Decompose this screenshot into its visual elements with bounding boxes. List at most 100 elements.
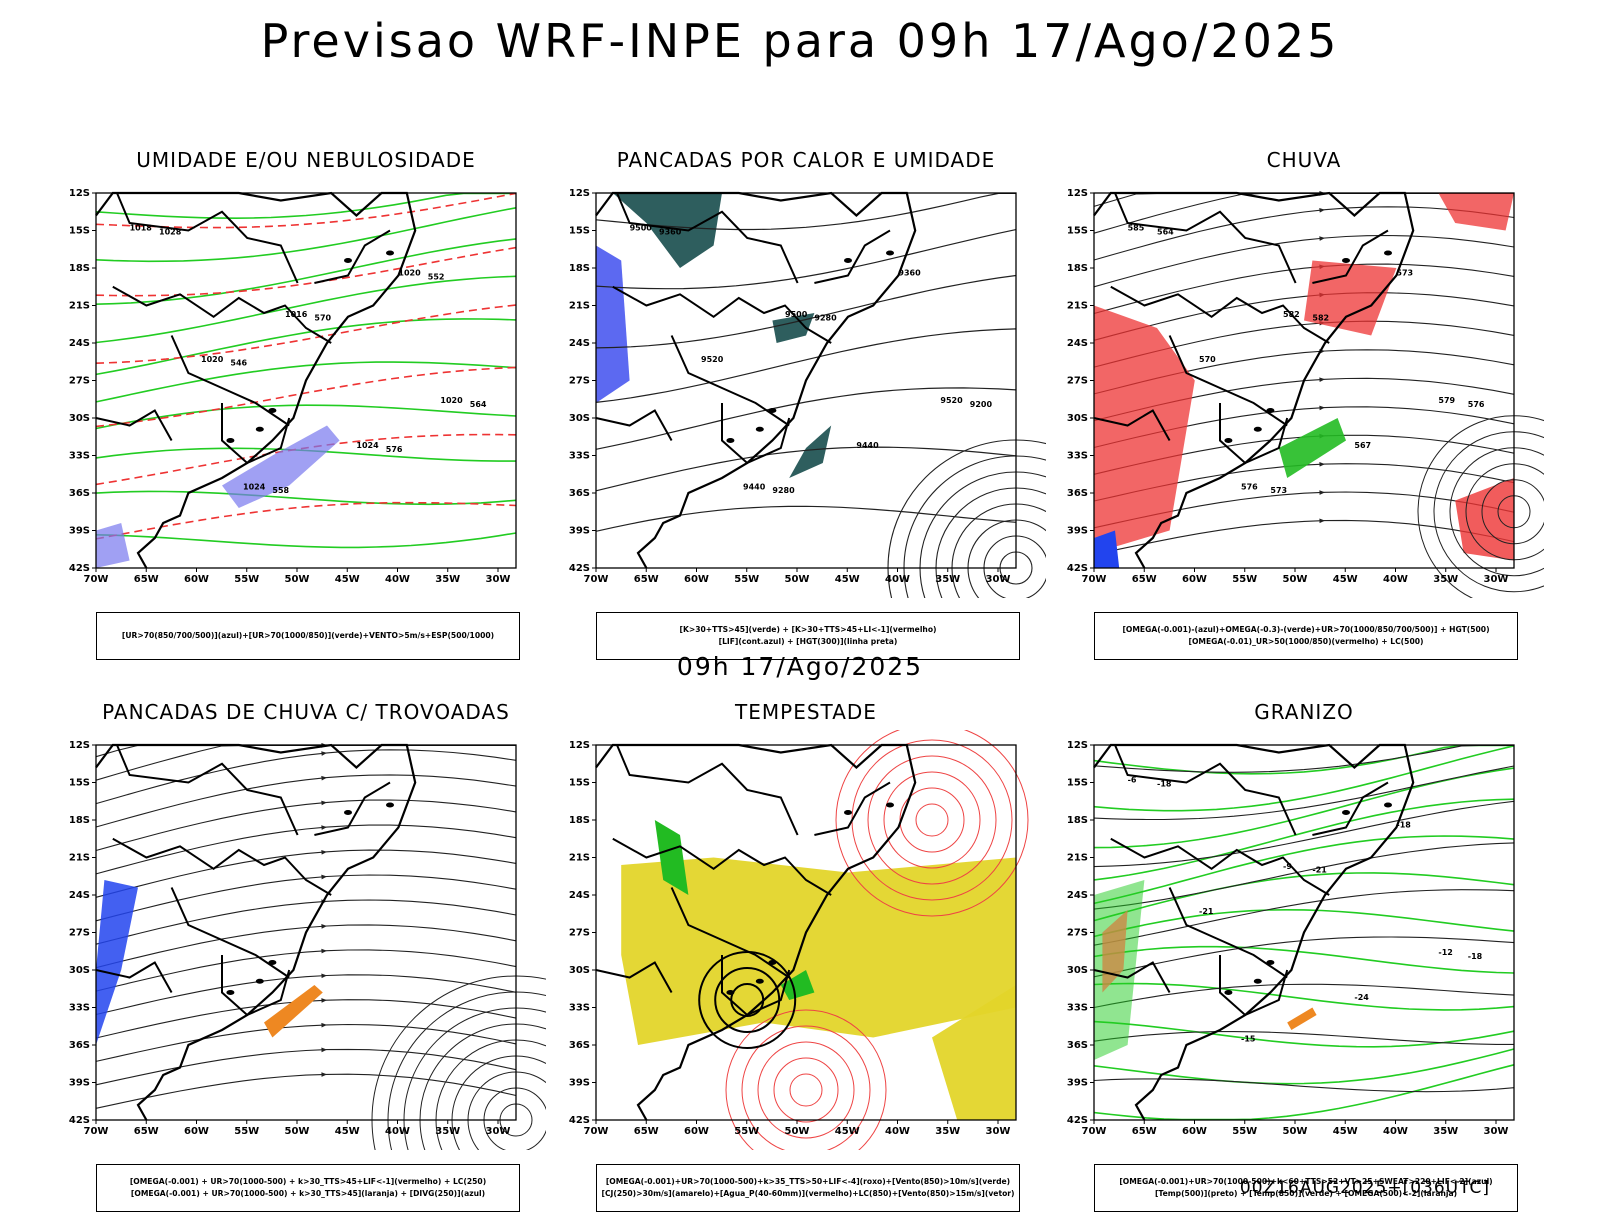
country-border (116, 192, 299, 284)
lat-tick-label: 39S (69, 1078, 90, 1089)
hgt300-contour (595, 446, 1017, 492)
lat-tick-label: 30S (1067, 965, 1088, 976)
country-border (95, 409, 173, 441)
lat-tick-label: 15S (569, 226, 590, 237)
lake (268, 960, 277, 965)
lat-tick-label: 33S (1067, 1003, 1088, 1014)
lon-tick-label: 35W (1433, 574, 1458, 585)
contour-label: 558 (272, 486, 289, 495)
hgt300-contour (595, 274, 1017, 349)
contour-label: 1016 (285, 310, 308, 319)
contour-label: 576 (386, 445, 403, 454)
lat-tick-label: 27S (569, 376, 590, 387)
country-border (170, 887, 290, 979)
lake (1342, 810, 1350, 815)
streamline-arrow (1319, 208, 1325, 213)
lake (1253, 426, 1262, 432)
lc250-streamline (95, 1048, 517, 1086)
lon-tick-label: 65W (134, 574, 159, 585)
temp500-contour (1093, 983, 1515, 1009)
lon-tick-label: 50W (1283, 574, 1308, 585)
temp850-contour (1093, 798, 1515, 881)
temp500-contour (1093, 1078, 1515, 1093)
country-border (1114, 744, 1297, 836)
humidity-contour (95, 318, 517, 376)
omega500-area (1102, 910, 1128, 993)
rain-area (1094, 305, 1195, 553)
country-border (1219, 955, 1289, 1017)
temp500-contour (1093, 765, 1515, 821)
lat-tick-label: 21S (1067, 853, 1088, 864)
humidity-contour (95, 207, 517, 263)
humidity-contour (95, 361, 517, 403)
hgt500-streamline (1093, 234, 1515, 288)
lake (755, 426, 764, 432)
panel-title: PANCADAS DE CHUVA C/ TROVOADAS (102, 700, 510, 724)
coastline (1093, 743, 1415, 1121)
streamline-arrow (321, 775, 327, 781)
contour-label: -21 (1199, 907, 1214, 916)
contour-label: 9440 (743, 482, 766, 491)
lat-tick-label: 39S (569, 526, 590, 537)
lon-tick-label: 65W (634, 1126, 659, 1137)
country-border (314, 781, 391, 836)
wind850-area (780, 970, 815, 1000)
temp500-contour (1093, 842, 1515, 910)
lat-tick-label: 39S (1067, 526, 1088, 537)
lon-tick-label: 50W (1283, 1126, 1308, 1137)
lc850-contour (915, 803, 949, 837)
temp850-contour (1093, 744, 1514, 775)
lc850-contour (835, 730, 1029, 917)
panel-title: UMIDADE E/OU NEBULOSIDADE (136, 148, 476, 172)
streamline-arrow (321, 825, 327, 830)
omega-area (1094, 530, 1120, 568)
lat-tick-label: 30S (569, 413, 590, 424)
contour-label: 573 (1270, 486, 1287, 495)
lon-tick-label: 55W (1232, 574, 1257, 585)
contour-label: 564 (470, 400, 487, 409)
lat-tick-label: 39S (1067, 1078, 1088, 1089)
legend-line: [OMEGA(-0.01)_UR>50(1000/850)(vermelho) … (1188, 637, 1424, 646)
lon-tick-label: 60W (1182, 574, 1207, 585)
legend-box: [OMEGA(-0.001)+UR>70(1000-500)+k>35_TTS>… (596, 1164, 1020, 1212)
coastline (95, 191, 417, 569)
temp850-contour (1093, 835, 1515, 905)
lon-tick-label: 45W (335, 1126, 360, 1137)
contour-label: 582 (1283, 310, 1300, 319)
lc250-streamline (95, 824, 517, 875)
country-border (221, 955, 291, 1017)
lat-tick-label: 42S (69, 563, 90, 574)
lc250-streamline (95, 744, 516, 781)
lake (255, 426, 264, 432)
hgt300-contour (595, 387, 1017, 450)
lat-tick-label: 33S (569, 1003, 590, 1014)
lake (1224, 438, 1233, 443)
humidity-contour (95, 275, 517, 344)
lake (226, 438, 235, 443)
lat-tick-label: 15S (69, 226, 90, 237)
lc250-streamline (95, 849, 517, 898)
thickness-contour (95, 304, 517, 364)
country-border (616, 192, 799, 284)
contour-label: -21 (1312, 866, 1327, 875)
thickness-contour (95, 246, 517, 297)
legend-box: [OMEGA(-0.001)+UR>70(1000-500)+k<60+TTS>… (1094, 1164, 1518, 1212)
lake (1384, 802, 1392, 808)
lon-tick-label: 55W (734, 574, 759, 585)
lat-tick-label: 27S (569, 928, 590, 939)
contour-label: 9520 (940, 396, 963, 405)
streamline-arrow (1319, 518, 1325, 524)
lon-tick-label: 65W (134, 1126, 159, 1137)
lon-tick-label: 30W (986, 574, 1011, 585)
hgt300-contour (595, 505, 1017, 532)
lc250-streamline (95, 774, 517, 828)
panel-chuva: CHUVA 12S 15S 18S 21S 24S 27S 30S 33S 36S 39S 42S 7… (1064, 148, 1544, 660)
lon-tick-label: 55W (734, 1126, 759, 1137)
streamline-arrow (321, 1022, 327, 1028)
contour-label: 564 (1157, 227, 1174, 236)
jet-stream-area (621, 857, 1016, 1045)
panel-title: GRANIZO (1254, 700, 1354, 724)
lat-tick-label: 12S (1067, 740, 1088, 751)
streamline-arrow (1319, 462, 1325, 467)
